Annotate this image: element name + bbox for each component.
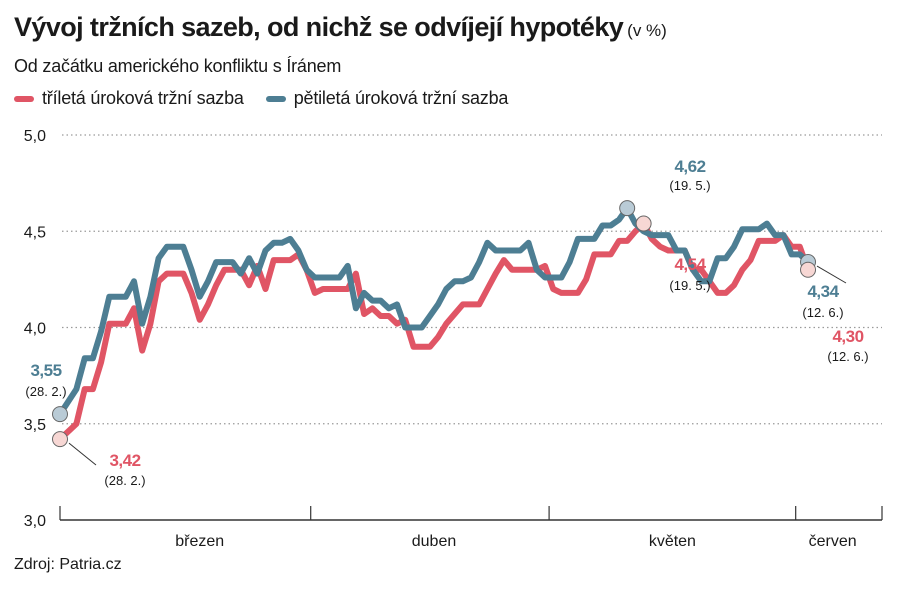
annotation-date: (12. 6.) <box>827 349 868 364</box>
annotation-date: (28. 2.) <box>25 384 66 399</box>
annotation-arrow <box>816 265 847 284</box>
legend-swatch-three-year <box>14 95 34 102</box>
annotation-date: (19. 5.) <box>669 178 710 193</box>
legend-item-three-year: tříletá úroková tržní sazba <box>14 88 244 109</box>
x-tick-label: červen <box>809 533 857 550</box>
chart-title: Vývoj tržních sazeb, od nichž se odvíjej… <box>14 12 667 43</box>
annotation-point <box>800 261 817 278</box>
annotation-point <box>52 431 68 448</box>
annotation-point <box>635 215 652 232</box>
chart-subtitle: Od začátku amerického konfliktu s Íránem <box>14 56 342 76</box>
title-text: Vývoj tržních sazeb, od nichž se odvíjej… <box>14 12 624 42</box>
y-tick-label: 4,5 <box>24 224 46 241</box>
source-note: Zdroj: Patria.cz <box>14 556 122 573</box>
legend-label-three-year: tříletá úroková tržní sazba <box>42 88 244 108</box>
x-tick-label: duben <box>412 533 457 550</box>
annotation-date: (19. 5.) <box>669 278 710 293</box>
annotation-date: (12. 6.) <box>802 305 843 320</box>
legend-item-five-year: pětiletá úroková tržní sazba <box>265 88 509 109</box>
annotation-value: 4,30 <box>832 327 863 346</box>
annotation-date: (28. 2.) <box>104 473 145 488</box>
x-tick-label: květen <box>649 533 696 550</box>
annotation-value: 3,42 <box>109 451 140 470</box>
y-tick-label: 5,0 <box>24 128 46 145</box>
x-tick-label: březen <box>175 533 224 550</box>
y-tick-label: 3,0 <box>24 513 46 530</box>
legend-swatch-five-year <box>265 95 286 102</box>
annotation-value: 3,55 <box>30 361 61 380</box>
annotation-point <box>52 406 68 423</box>
y-tick-label: 3,5 <box>24 417 46 434</box>
legend-label-five-year: pětiletá úroková tržní sazba <box>293 88 509 108</box>
legend: tříletá úroková tržní sazba pětiletá úro… <box>14 88 508 109</box>
annotation-value: 4,62 <box>674 157 705 176</box>
annotation-arrow <box>68 442 97 466</box>
y-tick-label: 4,0 <box>24 321 46 338</box>
title-unit: (v %) <box>627 21 667 40</box>
series-line-five-year <box>57 205 811 418</box>
annotation-value: 4,34 <box>807 282 839 301</box>
annotation-value: 4,54 <box>674 255 706 274</box>
annotation-point <box>619 200 636 217</box>
